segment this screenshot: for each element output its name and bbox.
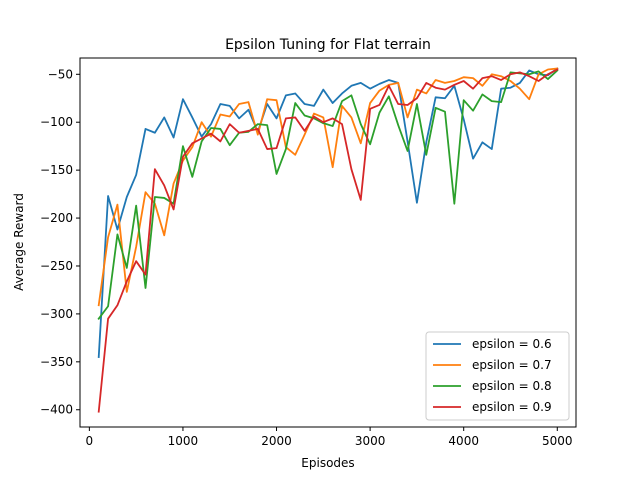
series-line — [97, 67, 559, 307]
chart-title: Epsilon Tuning for Flat terrain — [225, 37, 431, 53]
y-tick-label: −150 — [40, 163, 73, 177]
y-tick-label: −350 — [40, 355, 73, 369]
legend-label: epsilon = 0.6 — [472, 337, 552, 351]
x-tick-label: 0 — [86, 434, 94, 448]
series-line — [97, 69, 559, 320]
y-tick-label: −50 — [48, 67, 73, 81]
y-axis-label: Average Reward — [12, 193, 26, 291]
x-axis-label: Episodes — [301, 456, 354, 470]
y-tick-label: −300 — [40, 307, 73, 321]
series-lines — [97, 67, 559, 413]
x-axis: 0 1000 2000 3000 4000 5000 — [86, 427, 573, 448]
y-tick-label: −100 — [40, 115, 73, 129]
legend-label: epsilon = 0.8 — [472, 379, 552, 393]
series-line — [97, 67, 559, 358]
y-tick-label: −400 — [40, 403, 73, 417]
x-tick-label: 5000 — [542, 434, 573, 448]
legend-label: epsilon = 0.7 — [472, 358, 552, 372]
x-tick-label: 3000 — [355, 434, 386, 448]
y-tick-label: −200 — [40, 211, 73, 225]
legend: epsilon = 0.6 epsilon = 0.7 epsilon = 0.8 e… — [425, 331, 570, 421]
y-tick-label: −250 — [40, 259, 73, 273]
x-tick-label: 1000 — [168, 434, 199, 448]
x-tick-label: 4000 — [448, 434, 479, 448]
y-axis: −400 −350 −300 −250 −200 −150 −100 −50 — [40, 67, 80, 417]
x-tick-label: 2000 — [261, 434, 292, 448]
legend-box — [425, 331, 570, 421]
legend-label: epsilon = 0.9 — [472, 400, 552, 414]
series-line — [97, 68, 559, 413]
